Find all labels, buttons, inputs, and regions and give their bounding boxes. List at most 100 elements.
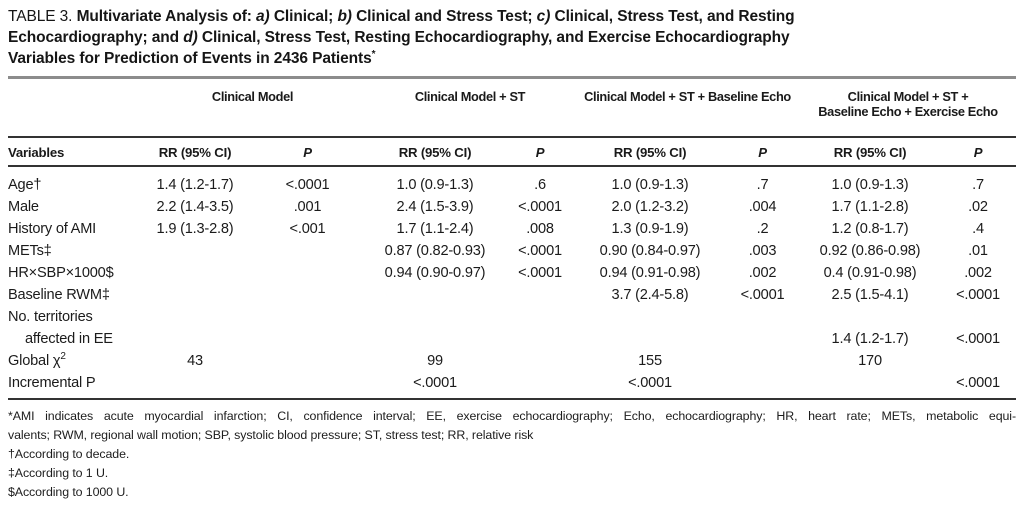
rr-value-cell: 1.2 (0.8-1.7) — [831, 221, 909, 237]
table-title-line-3: Variables for Prediction of Events in 24… — [8, 48, 376, 67]
p-value-cell: <.0001 — [285, 177, 330, 193]
table-number: TABLE 3. — [8, 8, 77, 25]
row-label: Baseline RWM‡ — [8, 287, 110, 303]
p-value-cell — [725, 372, 800, 394]
table-row: Age† 1.4 (1.2-1.7) <.0001 1.0 (0.9-1.3) .6 1.… — [8, 174, 1016, 196]
rr-value-cell: 1.7 (1.1-2.4) — [396, 221, 474, 237]
row-label: History of AMI — [8, 221, 97, 237]
rr-value-cell: <.0001 — [628, 375, 672, 391]
column-header-rr-4: RR (95% CI) — [833, 145, 907, 160]
p-value-cell — [250, 328, 365, 350]
p-value-cell — [505, 350, 575, 372]
column-header-rr-1: RR (95% CI) — [158, 145, 232, 160]
footnote-abbreviations-line-2: valents; RWM, regional wall motion; SBP,… — [8, 428, 534, 442]
row-label: Male — [8, 199, 39, 215]
table-row: affected in EE 1.4 (1.2-1.7) <.0001 — [8, 328, 1016, 350]
table-body: Age† 1.4 (1.2-1.7) <.0001 1.0 (0.9-1.3) .6 1.… — [8, 167, 1016, 400]
rr-value-cell — [365, 328, 505, 350]
rr-value-cell: 2.2 (1.4-3.5) — [156, 199, 234, 215]
rr-value-cell: 2.4 (1.5-3.9) — [396, 199, 474, 215]
rr-value-cell — [365, 306, 505, 328]
p-value-cell: <.0001 — [518, 199, 562, 215]
p-value-cell: <.0001 — [956, 331, 1000, 347]
p-value-cell: .004 — [748, 199, 777, 215]
footnote-asterisk-marker: * — [371, 48, 376, 60]
table-row: No. territories — [8, 306, 1016, 328]
table-title: TABLE 3. Multivariate Analysis of: a) Cl… — [8, 6, 1016, 69]
row-label: Age† — [8, 177, 42, 193]
rr-value-cell: 1.3 (0.9-1.9) — [611, 221, 689, 237]
p-value-cell: <.0001 — [518, 265, 562, 281]
rr-value-cell: 0.92 (0.86-0.98) — [819, 243, 921, 259]
group-header-row: Clinical Model Clinical Model + ST Clini… — [8, 79, 1016, 138]
table-row: HR×SBP×1000$ 0.94 (0.90-0.97) <.0001 0.94 (… — [8, 262, 1016, 284]
p-value-cell — [250, 350, 365, 372]
table-row: Male 2.2 (1.4-3.5) .001 2.4 (1.5-3.9) <.0001… — [8, 196, 1016, 218]
table-row: METs‡ 0.87 (0.82-0.93) <.0001 0.90 (0.84-0.… — [8, 240, 1016, 262]
p-value-cell — [250, 306, 365, 328]
table-row: Baseline RWM‡ 3.7 (2.4-5.8) <.0001 2.5 (1.5… — [8, 284, 1016, 306]
footnote-dagger: †According to decade. — [8, 447, 130, 461]
p-value-cell — [725, 328, 800, 350]
rr-value-cell: 0.94 (0.91-0.98) — [599, 265, 701, 281]
rr-value-cell — [575, 328, 725, 350]
rr-value-cell: 1.0 (0.9-1.3) — [831, 177, 909, 193]
p-value-cell — [725, 350, 800, 372]
rr-value-cell — [365, 284, 505, 306]
group-header-clinical-st-baseline-exercise: Clinical Model + ST + Baseline Echo + Ex… — [818, 89, 998, 119]
p-value-cell — [250, 240, 365, 262]
p-value-cell: <.0001 — [956, 287, 1000, 303]
row-label: Global χ2 — [8, 351, 66, 369]
group-header-clinical-st: Clinical Model + ST — [414, 89, 526, 104]
p-value-cell: .002 — [964, 265, 992, 281]
table-row: Global χ2 43 99 155 170 — [8, 350, 1016, 372]
p-value-cell: .002 — [748, 265, 777, 281]
rr-value-cell: 1.9 (1.3-2.8) — [156, 221, 234, 237]
row-label: Incremental P — [8, 375, 96, 391]
footnote-dollar: $According to 1000 U. — [8, 485, 129, 499]
rr-value-cell: 1.4 (1.2-1.7) — [831, 331, 909, 347]
rr-value-cell — [140, 328, 250, 350]
p-value-cell — [505, 284, 575, 306]
group-header-spacer — [8, 89, 140, 136]
footnote-abbreviations-line-1: *AMI indicates acute myocardial infarcti… — [8, 409, 1016, 423]
p-value-cell — [250, 284, 365, 306]
table-row: History of AMI 1.9 (1.3-2.8) <.001 1.7 (1.1… — [8, 218, 1016, 240]
p-value-cell: <.001 — [289, 221, 326, 237]
group-header-clinical-st-baseline: Clinical Model + ST + Baseline Echo — [584, 89, 791, 104]
p-value-cell: .6 — [534, 177, 546, 193]
p-value-cell — [505, 306, 575, 328]
p-value-cell — [250, 372, 365, 394]
rr-value-cell: 0.90 (0.84-0.97) — [599, 243, 701, 259]
row-label: HR×SBP×1000$ — [8, 265, 114, 281]
rr-value-cell — [140, 372, 250, 394]
row-label: METs‡ — [8, 243, 52, 259]
rr-value-cell — [800, 372, 940, 394]
rr-value-cell — [140, 240, 250, 262]
rr-value-cell: 1.0 (0.9-1.3) — [396, 177, 474, 193]
column-header-p-1: P — [303, 145, 312, 160]
rr-value-cell: <.0001 — [413, 375, 457, 391]
p-value-cell: .008 — [526, 221, 554, 237]
rr-value-cell: 99 — [427, 353, 443, 369]
rr-value-cell: 0.94 (0.90-0.97) — [384, 265, 486, 281]
p-value-cell: .4 — [972, 221, 984, 237]
p-value-cell — [505, 372, 575, 394]
p-value-cell: .003 — [748, 243, 777, 259]
rr-value-cell: 3.7 (2.4-5.8) — [611, 287, 689, 303]
column-header-rr-2: RR (95% CI) — [398, 145, 472, 160]
rr-value-cell — [575, 306, 725, 328]
column-header-rr-3: RR (95% CI) — [613, 145, 687, 160]
column-header-p-4: P — [973, 145, 983, 160]
p-value-cell: .7 — [972, 177, 984, 193]
p-value-cell — [505, 328, 575, 350]
rr-value-cell: 1.4 (1.2-1.7) — [156, 177, 234, 193]
rr-value-cell: 1.7 (1.1-2.8) — [831, 199, 909, 215]
table-title-line-1: TABLE 3. Multivariate Analysis of: a) Cl… — [8, 8, 795, 25]
rr-value-cell: 0.87 (0.82-0.93) — [384, 243, 486, 259]
p-value-cell: .7 — [756, 177, 769, 193]
title-divider-rule — [8, 76, 1016, 79]
rr-value-cell — [140, 262, 250, 284]
rr-value-cell: 43 — [187, 353, 203, 369]
